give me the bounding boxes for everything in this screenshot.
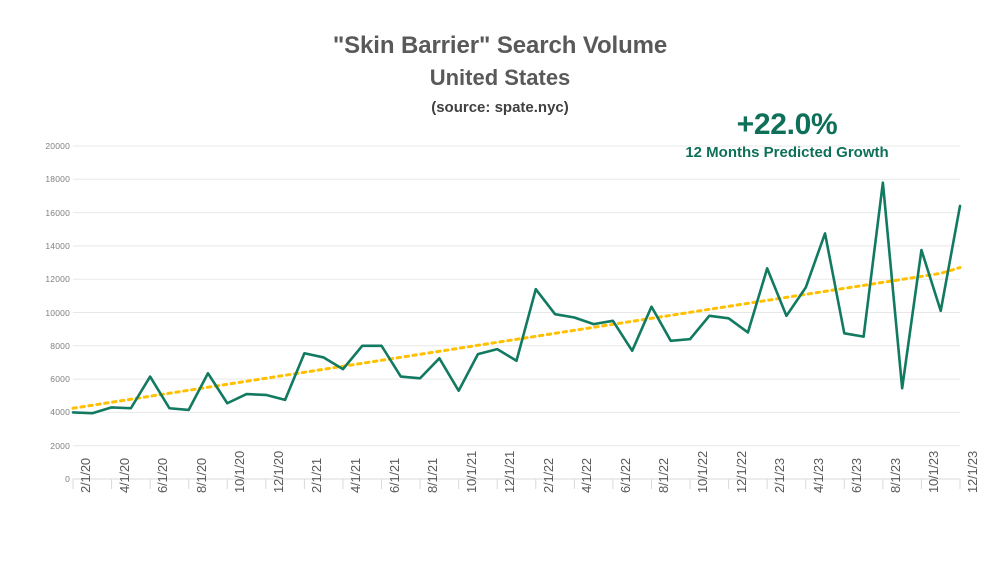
x-tick-label: 12/1/20 [270,451,286,493]
x-tick-label: 8/1/20 [193,458,209,493]
x-tick-label: 12/1/21 [502,451,518,493]
x-tick-label: 10/1/22 [695,451,711,493]
growth-label: 12 Months Predicted Growth [685,144,889,161]
x-tick-label: 6/1/22 [617,458,633,493]
y-tick-label: 12000 [45,274,70,285]
search-volume-series [71,181,962,415]
x-tick-label: 2/1/23 [772,458,788,493]
gridlines [73,145,960,447]
x-tick-label: 6/1/20 [155,458,171,493]
x-tick-label: 10/1/23 [926,451,942,493]
x-axis-ticks [72,479,961,489]
y-tick-label: 16000 [45,207,70,218]
x-tick-label: 10/1/21 [463,451,479,493]
x-tick-label: 4/1/21 [347,458,363,493]
x-tick-label: 6/1/21 [386,458,402,493]
x-tick-label: 2/1/22 [540,458,556,493]
y-tick-label: 4000 [50,407,70,418]
trendline-series [71,266,962,410]
y-tick-label: 8000 [50,340,70,351]
x-tick-label: 4/1/23 [810,458,826,493]
x-tick-label: 12/1/23 [965,451,980,493]
y-tick-label: 14000 [45,240,70,251]
x-tick-label: 8/1/21 [425,458,441,493]
x-tick-label: 10/1/20 [232,451,248,493]
y-tick-label: 6000 [50,374,70,385]
x-tick-label: 6/1/23 [849,458,865,493]
y-tick-label: 20000 [45,141,70,151]
x-tick-label: 2/1/21 [309,458,325,493]
x-tick-label: 12/1/22 [733,451,749,493]
x-tick-label: 8/1/23 [887,458,903,493]
growth-annotation: +22.0% 12 Months Predicted Growth [662,108,912,163]
growth-value: +22.0% [736,108,838,141]
y-tick-label: 10000 [45,307,70,318]
y-tick-label: 0 [65,474,70,484]
x-tick-label: 4/1/20 [116,458,132,493]
x-tick-label: 2/1/20 [78,458,93,493]
x-tick-label: 4/1/22 [579,458,595,493]
y-tick-label: 18000 [45,174,70,185]
y-tick-label: 2000 [50,440,70,451]
x-tick-label: 8/1/22 [656,458,672,493]
